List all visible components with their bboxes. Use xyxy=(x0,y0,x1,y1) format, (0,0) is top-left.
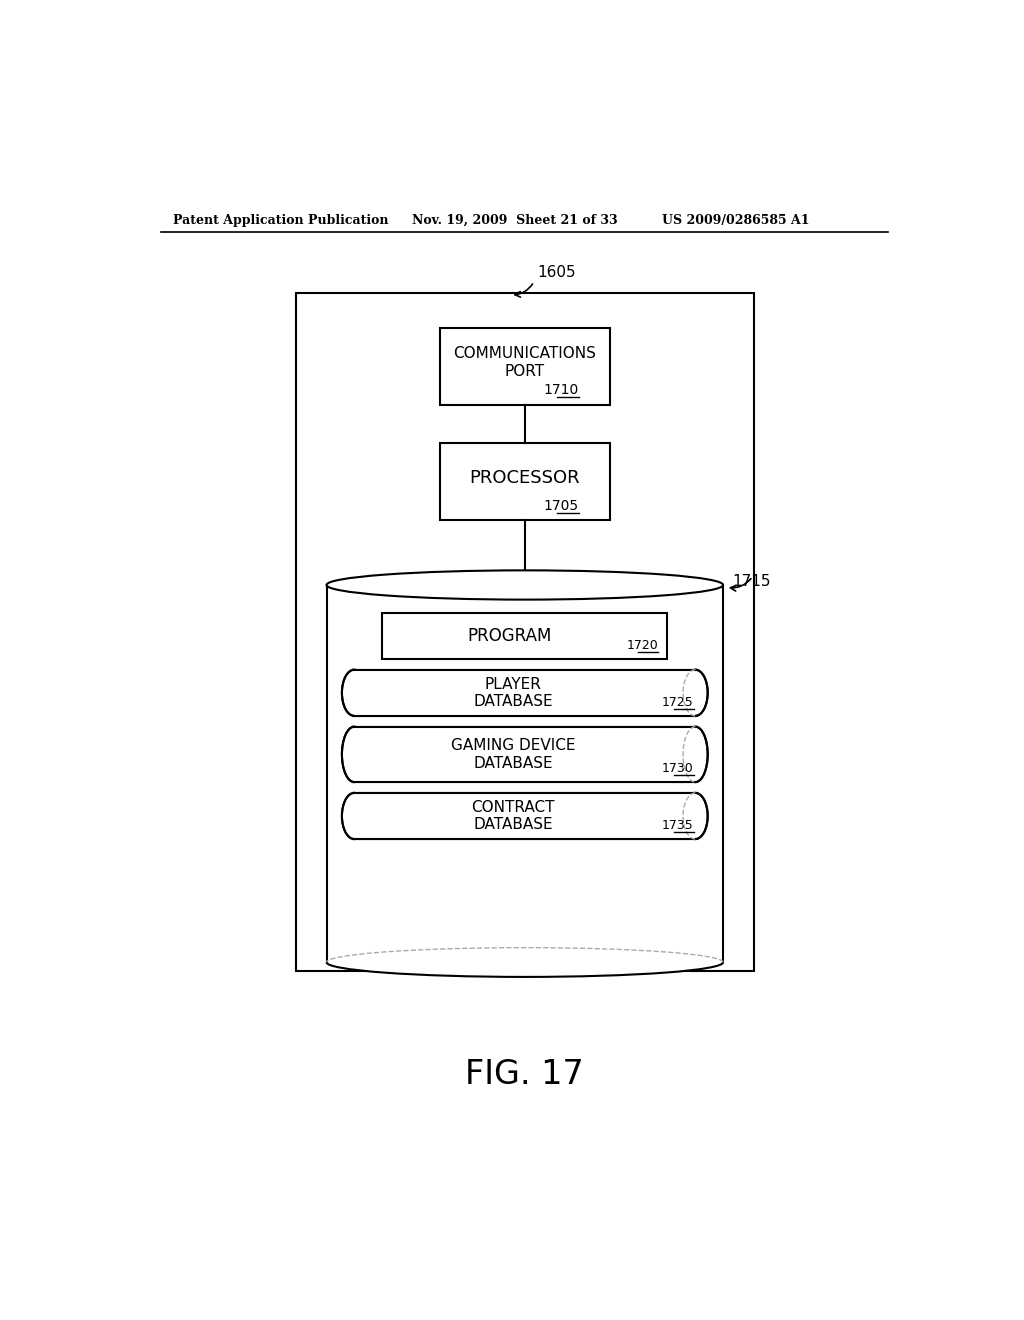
Ellipse shape xyxy=(327,570,723,599)
Bar xyxy=(440,327,609,405)
Text: 1735: 1735 xyxy=(663,820,694,832)
Text: 1730: 1730 xyxy=(663,762,694,775)
Text: 1725: 1725 xyxy=(663,696,694,709)
Text: Nov. 19, 2009  Sheet 21 of 33: Nov. 19, 2009 Sheet 21 of 33 xyxy=(412,214,617,227)
Bar xyxy=(354,669,695,715)
Text: 1715: 1715 xyxy=(733,574,771,589)
Bar xyxy=(354,727,695,781)
Bar xyxy=(354,669,695,715)
Text: COMMUNICATIONS
PORT: COMMUNICATIONS PORT xyxy=(454,346,596,379)
Text: PROCESSOR: PROCESSOR xyxy=(469,469,581,487)
Ellipse shape xyxy=(683,669,708,715)
Text: FIG. 17: FIG. 17 xyxy=(466,1059,584,1092)
Bar xyxy=(382,612,668,659)
Bar xyxy=(354,793,695,840)
Text: Patent Application Publication: Patent Application Publication xyxy=(173,214,388,227)
Bar xyxy=(354,793,695,840)
Polygon shape xyxy=(327,585,724,962)
Ellipse shape xyxy=(342,726,367,781)
Text: PLAYER
DATABASE: PLAYER DATABASE xyxy=(473,677,553,709)
Ellipse shape xyxy=(683,793,708,840)
Text: 1710: 1710 xyxy=(544,383,579,397)
Text: US 2009/0286585 A1: US 2009/0286585 A1 xyxy=(662,214,809,227)
Text: 1705: 1705 xyxy=(544,499,579,512)
Ellipse shape xyxy=(342,793,367,840)
Bar xyxy=(354,727,695,781)
Text: 1605: 1605 xyxy=(538,265,575,280)
Bar xyxy=(440,444,609,520)
Ellipse shape xyxy=(327,948,723,977)
Ellipse shape xyxy=(342,669,367,715)
Text: GAMING DEVICE
DATABASE: GAMING DEVICE DATABASE xyxy=(451,738,575,771)
Ellipse shape xyxy=(683,726,708,781)
Text: PROGRAM: PROGRAM xyxy=(467,627,552,644)
Text: CONTRACT
DATABASE: CONTRACT DATABASE xyxy=(471,800,555,832)
Text: 1720: 1720 xyxy=(627,639,658,652)
Bar xyxy=(296,293,755,970)
